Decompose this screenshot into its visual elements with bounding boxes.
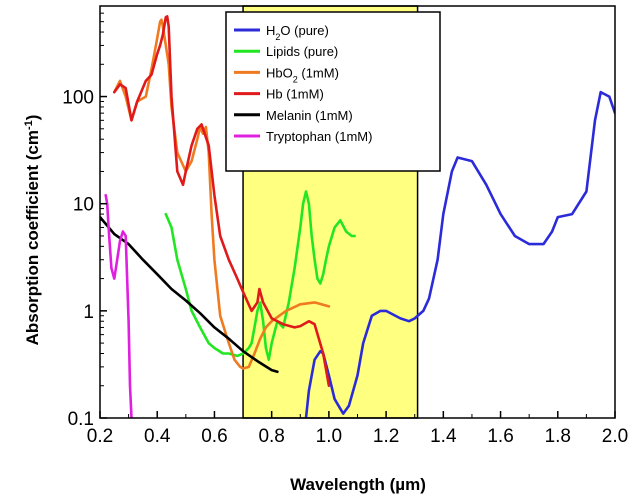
y-tick-label: 10 bbox=[73, 195, 94, 216]
series-layer bbox=[100, 15, 615, 418]
legend-label: H2O (pure) bbox=[266, 23, 329, 42]
x-tick-label: 1.0 bbox=[316, 426, 342, 447]
legend-label: Lipids (pure) bbox=[266, 44, 338, 59]
legend-label-part: 2 bbox=[293, 74, 298, 84]
legend-label-part: O (pure) bbox=[280, 23, 328, 38]
y-axis-title-tail: ) bbox=[23, 115, 42, 121]
y-tick-label: 100 bbox=[62, 88, 94, 109]
legend-label: Hb (1mM) bbox=[266, 87, 324, 102]
series-line-tryptophan-1mm bbox=[104, 193, 133, 418]
axes-layer: 0.2 0.4 0.6 0.8 1.0 1.2 1.4 1.6 1.8 2.0 0.1 1 10 100 bbox=[62, 5, 628, 447]
y-tick-label: 1 bbox=[83, 302, 94, 323]
x-tick-label: 1.4 bbox=[430, 426, 457, 447]
y-axis-title-main: Absorption coefficient (cm bbox=[23, 130, 42, 345]
series-line-lipids-pure bbox=[164, 190, 356, 362]
x-tick-label: 0.2 bbox=[87, 426, 113, 447]
x-axis-title: Wavelength (µm) bbox=[290, 475, 426, 494]
x-tick-label: 2.0 bbox=[602, 426, 628, 447]
x-tick-label: 1.8 bbox=[545, 426, 571, 447]
y-tick-label: 0.1 bbox=[68, 409, 94, 430]
legend-label: Tryptophan (1mM) bbox=[266, 129, 372, 144]
series-line-h2o-pure bbox=[304, 90, 615, 418]
x-tick-label: 1.6 bbox=[487, 426, 513, 447]
legend-label: Melanin (1mM) bbox=[266, 108, 353, 123]
legend-label-part: 2 bbox=[275, 32, 280, 42]
legend-layer: H2O (pure)Lipids (pure)HbO2 (1mM)Hb (1mM… bbox=[225, 11, 441, 172]
x-tick-label: 0.6 bbox=[201, 426, 227, 447]
x-tick-label: 0.4 bbox=[144, 426, 171, 447]
legend-label-part: (1mM) bbox=[298, 65, 339, 80]
series-line-hb-1mm bbox=[113, 15, 331, 388]
legend-label-part: H bbox=[266, 23, 275, 38]
y-axis-title: Absorption coefficient (cm-1) bbox=[23, 115, 42, 346]
x-tick-label: 1.2 bbox=[373, 426, 399, 447]
legend-label-part: HbO bbox=[266, 65, 293, 80]
legend-box bbox=[225, 11, 441, 172]
series-line-melanin-1mm bbox=[100, 215, 279, 374]
legend-label: HbO2 (1mM) bbox=[266, 65, 339, 84]
x-tick-label: 0.8 bbox=[258, 426, 284, 447]
series-line-hbo2-1mm bbox=[113, 18, 331, 370]
y-axis-title-sup: -1 bbox=[23, 120, 35, 130]
